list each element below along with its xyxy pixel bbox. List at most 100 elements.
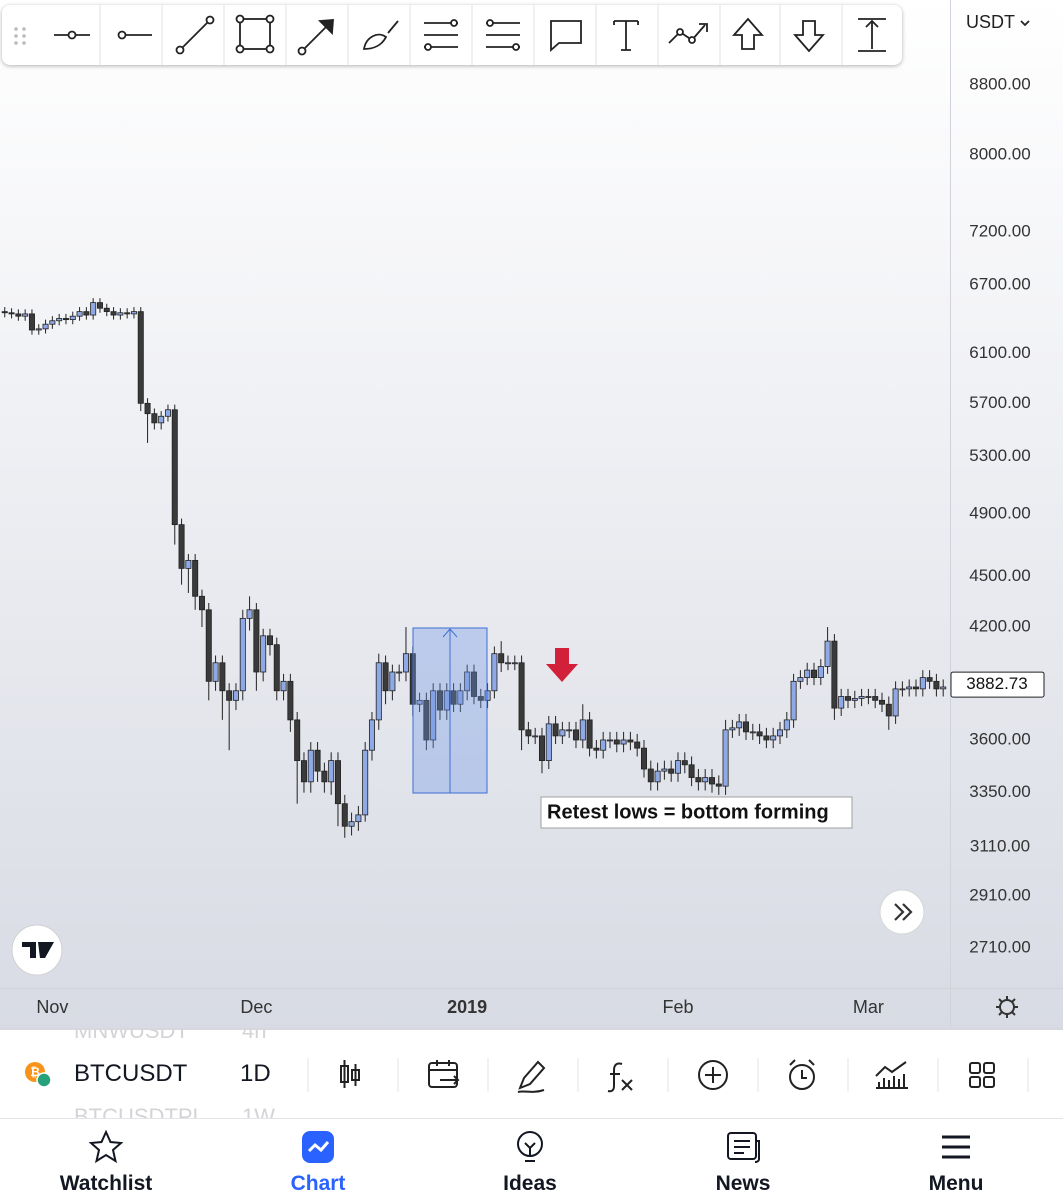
x-tick-label: Mar bbox=[853, 997, 884, 1017]
candle-body bbox=[763, 735, 770, 741]
y-tick-label: 6100.00 bbox=[969, 343, 1030, 362]
nav-chart[interactable]: Chart bbox=[218, 1119, 418, 1200]
arrow-down-tool[interactable] bbox=[793, 20, 825, 53]
financials-button[interactable] bbox=[875, 1061, 908, 1089]
candle-body bbox=[579, 719, 586, 741]
candle-body bbox=[688, 764, 695, 778]
interval[interactable]: 1D bbox=[240, 1060, 271, 1087]
candle-body bbox=[613, 739, 620, 745]
candle-body bbox=[736, 721, 743, 729]
nav-label: Watchlist bbox=[59, 1172, 153, 1195]
chart-type-button[interactable] bbox=[340, 1060, 360, 1088]
symbol-bar-icons bbox=[307, 1058, 1029, 1093]
menu-icon bbox=[942, 1135, 970, 1159]
y-tick-label: 4200.00 bbox=[969, 617, 1030, 636]
candle-body bbox=[219, 662, 226, 692]
candle-body bbox=[600, 739, 607, 751]
candle-body bbox=[477, 696, 484, 701]
date-range-button[interactable] bbox=[428, 1060, 460, 1088]
candle-body bbox=[729, 727, 736, 731]
candle-body bbox=[926, 677, 933, 682]
indicators-button[interactable] bbox=[607, 1062, 633, 1093]
candle-body bbox=[212, 662, 219, 682]
y-tick-label: 5300.00 bbox=[969, 446, 1030, 465]
candle-body bbox=[593, 747, 600, 751]
candle-body bbox=[430, 690, 437, 741]
ghost-interval: 4h bbox=[242, 1028, 267, 1043]
candle-body bbox=[484, 690, 491, 701]
range-arrow-head bbox=[442, 628, 458, 638]
svg-text:₿: ₿ bbox=[30, 1065, 40, 1079]
candle-body bbox=[314, 749, 321, 772]
candle-body bbox=[226, 690, 233, 701]
candle-body bbox=[776, 729, 783, 737]
settings-gear-teeth bbox=[996, 996, 1018, 1018]
nav-menu[interactable]: Menu bbox=[856, 1119, 1056, 1200]
symbol[interactable]: BTCUSDT bbox=[74, 1060, 188, 1087]
logo[interactable] bbox=[11, 924, 63, 976]
path-tool[interactable] bbox=[668, 23, 708, 44]
text-tool[interactable] bbox=[613, 20, 639, 51]
candle-body bbox=[294, 719, 301, 761]
candle-body bbox=[192, 559, 199, 597]
candle-body bbox=[681, 760, 688, 766]
drawing-toolbar bbox=[2, 5, 902, 65]
candle-body bbox=[661, 768, 668, 772]
nav-ideas[interactable]: Ideas bbox=[430, 1119, 630, 1200]
candle-body bbox=[838, 696, 845, 709]
candle-body bbox=[742, 721, 749, 733]
x-tick-label: Nov bbox=[36, 997, 68, 1017]
candle-body bbox=[375, 662, 382, 721]
brush-tool[interactable] bbox=[362, 20, 399, 50]
candle-body bbox=[756, 731, 763, 737]
candle-body bbox=[552, 723, 559, 737]
candle-body bbox=[933, 680, 940, 690]
arrow-up-tool[interactable] bbox=[732, 17, 764, 50]
candle-body bbox=[545, 723, 552, 761]
candle-body bbox=[300, 760, 307, 783]
drag-handle bbox=[14, 27, 26, 45]
candle-body bbox=[355, 814, 362, 823]
candle-body bbox=[518, 662, 525, 731]
nav-watchlist[interactable]: Watchlist bbox=[6, 1119, 206, 1200]
ghost-symbol: MNWUSDT bbox=[74, 1028, 189, 1043]
annotation-box bbox=[540, 796, 853, 829]
drawings-button[interactable] bbox=[517, 1060, 546, 1093]
alert-button[interactable] bbox=[789, 1059, 815, 1090]
layout-button[interactable] bbox=[969, 1062, 995, 1088]
candle-body bbox=[708, 777, 715, 785]
candle-body bbox=[382, 662, 389, 692]
candle-body bbox=[634, 741, 641, 749]
currency-selector[interactable]: USDT bbox=[966, 12, 1030, 33]
candle-body bbox=[532, 735, 539, 738]
candle-body bbox=[56, 318, 63, 322]
candle-body bbox=[906, 686, 913, 690]
horizontal-ray-tool[interactable] bbox=[54, 30, 90, 40]
arrow-tool[interactable] bbox=[297, 19, 334, 56]
candle-body bbox=[831, 640, 838, 709]
candle-body bbox=[702, 777, 709, 783]
ray-tool[interactable] bbox=[117, 30, 153, 40]
rectangle-tool[interactable] bbox=[235, 14, 275, 54]
y-tick-label: 8800.00 bbox=[969, 75, 1030, 94]
down-arrow bbox=[546, 648, 578, 682]
candle-body bbox=[810, 669, 817, 678]
news-icon bbox=[727, 1132, 760, 1163]
add-button[interactable] bbox=[698, 1060, 728, 1090]
trend-line-tool[interactable] bbox=[175, 15, 215, 55]
candle-body bbox=[525, 729, 532, 737]
candle-body bbox=[124, 312, 131, 315]
candle-body bbox=[498, 653, 505, 664]
fib-tool[interactable] bbox=[424, 19, 458, 51]
candle-body bbox=[130, 311, 137, 315]
callout-tool[interactable] bbox=[550, 20, 582, 52]
candle-body bbox=[858, 696, 865, 699]
nav-news[interactable]: News bbox=[643, 1119, 843, 1200]
fib-extension-tool[interactable] bbox=[486, 19, 520, 51]
candle-body bbox=[280, 680, 287, 692]
bulb-icon bbox=[517, 1131, 543, 1162]
candle-body bbox=[640, 747, 647, 770]
candle-body bbox=[287, 680, 294, 721]
y-tick-label: 7200.00 bbox=[969, 222, 1030, 241]
price-range-tool[interactable] bbox=[858, 18, 886, 52]
